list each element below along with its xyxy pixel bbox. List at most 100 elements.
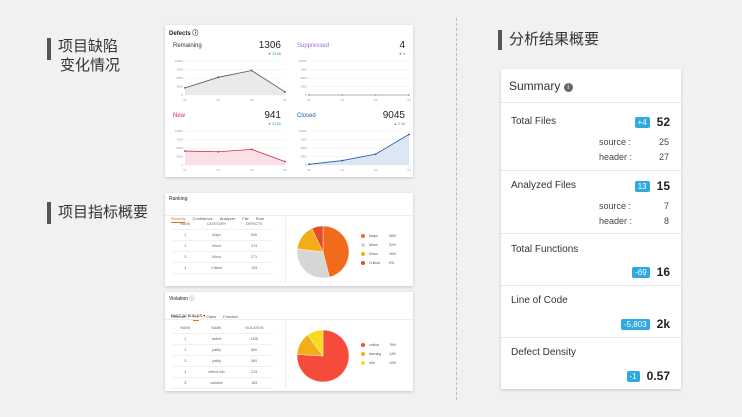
- legend-swatch: [361, 351, 365, 356]
- total-functions-value-row: -69 16: [632, 265, 670, 279]
- series-point: [408, 94, 410, 96]
- table-cell: Major: [212, 233, 221, 237]
- pie-slice: [307, 329, 324, 357]
- pie-slice: [296, 248, 330, 279]
- tab-release[interactable]: Release: [171, 314, 186, 319]
- table-cell: 606: [251, 233, 258, 237]
- table-cell: 4: [184, 266, 187, 270]
- y-tick-label: 2500: [300, 155, 307, 159]
- build-filter-select[interactable]: PAST 30 BUILDS ▾: [171, 313, 206, 318]
- series-line: [308, 134, 410, 165]
- defect-line-chart: 10000 7500 5000 2500 001 02 03 04: [299, 129, 411, 172]
- table-row[interactable]: 2 justify 860: [173, 345, 273, 356]
- table-cell: justify: [212, 348, 222, 352]
- table-cell: Minor: [212, 255, 221, 259]
- table-row[interactable]: 1 defect 1328: [173, 334, 273, 345]
- table-cell: 860: [251, 348, 258, 352]
- table-cell: 5: [184, 381, 187, 385]
- legend-percent: 16%: [389, 251, 397, 256]
- legend-percent: 46%: [389, 233, 397, 238]
- indicators-text: 项目指标概要: [58, 204, 149, 221]
- analysis-summary-label: 分析结果概要: [498, 30, 599, 50]
- total-files-header: 27: [658, 152, 669, 162]
- table-row[interactable]: 3 Minor 271: [173, 252, 273, 263]
- series-point: [217, 150, 220, 153]
- tab-severity[interactable]: Severity: [171, 216, 186, 223]
- table-cell: justify: [212, 359, 222, 363]
- info-icon[interactable]: i: [563, 83, 573, 92]
- violation-table: RANK NAME VIOLATION 1 defect 1328 2 justify 860 3…: [173, 323, 273, 389]
- x-tick-label: 02: [217, 98, 221, 102]
- defects-change-line2: 变化情况: [60, 57, 121, 74]
- lines-of-code-label: Line of Code: [511, 295, 568, 306]
- tab-class[interactable]: Class: [206, 314, 217, 319]
- tab-confidence[interactable]: Confidence: [192, 216, 213, 221]
- legend-item: Minor 16%: [361, 249, 396, 258]
- defect-card-closed[interactable]: Closed 9045 ▲ 2.34 10000 7500 5000 2500 0 01 02 03…: [289, 107, 413, 175]
- total-functions-value: 16: [656, 265, 670, 279]
- tab-function[interactable]: Function: [223, 314, 239, 319]
- defect-density-value-row: -1 0.57: [626, 369, 670, 383]
- x-tick-label: 04: [283, 168, 287, 172]
- legend-swatch: [361, 260, 365, 265]
- table-row[interactable]: 4 defect-info 213: [173, 367, 273, 378]
- legend-label: Minor: [369, 242, 378, 247]
- defect-card-value: 941: [264, 110, 281, 121]
- table-cell: 3: [184, 359, 187, 363]
- series-point: [184, 150, 186, 152]
- table-cell: 2: [184, 244, 187, 248]
- tab-analyzer[interactable]: Analyzer: [219, 216, 236, 221]
- y-tick-label: 7500: [176, 68, 183, 72]
- tab-file[interactable]: File: [242, 216, 249, 221]
- x-tick-label: 01: [183, 98, 187, 102]
- table-cell: Minor: [212, 244, 221, 248]
- table-row[interactable]: 2 Minor 474: [173, 241, 273, 252]
- defect-card-value: 9045: [382, 110, 405, 121]
- info-icon[interactable]: ⓘ: [192, 31, 199, 37]
- table-row[interactable]: 4 Critical 153: [173, 263, 273, 274]
- total-functions-badge: -69: [632, 266, 650, 278]
- defect-card-suppressed[interactable]: Suppressed 4 ▼ 4 10000 7500 5000 2500 0 01 02 03 04: [289, 37, 413, 105]
- series-point: [284, 91, 286, 93]
- violation-legend: critical 76% warning 14% info 10%: [361, 340, 396, 367]
- info-icon[interactable]: ⓘ: [189, 296, 195, 302]
- defects-change-line1: 项目缺陷: [58, 38, 119, 55]
- legend-swatch: [361, 233, 365, 238]
- analyzed-files-source: 7: [663, 201, 669, 211]
- total-files-header-label: header :: [599, 152, 633, 162]
- defect-card-new[interactable]: New 941 ▼ 31.50 10000 7500 5000 2500 0 01 02 03 04: [165, 107, 289, 175]
- analyzed-files-value-row: 13 15: [634, 179, 670, 193]
- defects-title: Defects ⓘ: [169, 31, 199, 37]
- legend-item: critical 76%: [361, 340, 396, 349]
- y-tick-label: 7500: [300, 138, 307, 142]
- legend-label: Minor: [369, 251, 378, 256]
- defect-card-delta: ▼ 31.50: [267, 122, 281, 126]
- table-row[interactable]: 1 Major 606: [173, 230, 273, 241]
- analysis-summary-text: 分析结果概要: [509, 31, 600, 48]
- table-row[interactable]: 5 variable 183: [173, 378, 273, 389]
- analyzed-files-source-label: source :: [599, 201, 632, 211]
- table-row[interactable]: 3 justify 560: [173, 356, 273, 367]
- y-tick-label: 7500: [176, 138, 183, 142]
- defect-card-remaining[interactable]: Remaining 1306 ▼ 33.56 10000 7500 5000 2500 0 01…: [165, 37, 289, 105]
- tab-rule[interactable]: Rule: [255, 216, 264, 221]
- series-point: [341, 94, 344, 96]
- defect-density-value: 0.57: [646, 369, 670, 383]
- y-tick-label: 7500: [300, 68, 307, 72]
- y-tick-label: 10000: [175, 129, 184, 133]
- total-files-value: 52: [656, 115, 670, 129]
- tab-file[interactable]: File: [192, 314, 200, 321]
- series-point: [184, 86, 186, 89]
- x-tick-label: 02: [341, 168, 345, 172]
- y-tick-label: 2500: [176, 155, 183, 159]
- table-cell: defect: [211, 337, 222, 341]
- column-header: RANK: [180, 326, 191, 330]
- x-tick-label: 03: [374, 98, 378, 102]
- x-tick-label: 03: [250, 98, 254, 102]
- legend-swatch: [361, 242, 365, 247]
- analyzed-files-badge: 13: [634, 180, 650, 192]
- column-header: DEFECTS: [246, 222, 263, 226]
- x-tick-label: 03: [374, 168, 378, 172]
- legend-swatch: [361, 251, 365, 256]
- series-area: [185, 70, 285, 95]
